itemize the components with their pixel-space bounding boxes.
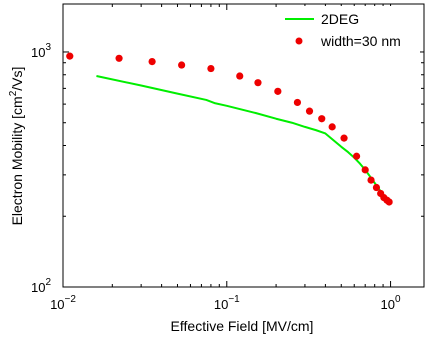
legend-marker-swatch bbox=[295, 37, 303, 45]
y-tick-label: 103 bbox=[31, 42, 51, 60]
y-axis-label: Electron Mobility [cm2/Vs] bbox=[8, 67, 25, 226]
data-point-width-30nm bbox=[66, 52, 74, 60]
data-point-width-30nm bbox=[340, 134, 348, 142]
x-tick-label-base: 10 bbox=[214, 297, 228, 312]
legend-label-2deg: 2DEG bbox=[321, 11, 359, 27]
series-layer bbox=[66, 52, 393, 206]
data-point-width-30nm bbox=[207, 64, 215, 73]
x-tick-label: 10−2 bbox=[50, 294, 76, 312]
x-tick-label: 10−1 bbox=[214, 294, 240, 312]
data-point-width-30nm bbox=[305, 107, 314, 115]
data-point-width-30nm bbox=[115, 54, 123, 62]
data-point-width-30nm bbox=[178, 61, 186, 69]
data-point-width-30nm bbox=[328, 123, 336, 131]
data-point-width-30nm bbox=[372, 183, 381, 192]
data-point-width-30nm bbox=[274, 87, 282, 95]
data-point-width-30nm bbox=[361, 166, 369, 174]
data-point-width-30nm bbox=[293, 98, 302, 107]
data-point-width-30nm bbox=[254, 79, 262, 87]
legend-box bbox=[278, 6, 420, 54]
data-point-width-30nm bbox=[367, 176, 375, 184]
x-tick-label-base: 10 bbox=[50, 297, 64, 312]
data-point-width-30nm bbox=[352, 152, 361, 160]
x-axis-ticks: 10−2 10−1 100 bbox=[50, 4, 401, 312]
y-axis-label-prefix: Electron Mobility [cm bbox=[9, 96, 25, 225]
x-tick-label-exponent: −2 bbox=[65, 294, 77, 305]
legend-label-width: width=30 nm bbox=[320, 33, 401, 49]
data-point-width-30nm bbox=[318, 115, 326, 123]
x-tick-label: 100 bbox=[381, 294, 401, 312]
data-point-width-30nm bbox=[148, 58, 156, 66]
y-axis-label-suffix: /Vs] bbox=[9, 67, 25, 91]
data-point-width-30nm bbox=[385, 198, 393, 206]
legend: 2DEG width=30 nm bbox=[278, 6, 420, 54]
y-axis-label-superscript: 2 bbox=[8, 90, 19, 96]
data-point-width-30nm bbox=[236, 72, 244, 80]
y-tick-label: 102 bbox=[31, 277, 51, 295]
y-tick-label-exponent: 2 bbox=[45, 277, 51, 288]
x-axis-label: Effective Field [MV/cm] bbox=[171, 318, 314, 334]
y-tick-label-base: 10 bbox=[31, 45, 45, 60]
y-tick-label-exponent: 3 bbox=[45, 42, 51, 53]
x-tick-label-base: 10 bbox=[381, 297, 395, 312]
x-tick-label-exponent: −1 bbox=[228, 294, 240, 305]
series-line-2deg bbox=[96, 75, 392, 205]
y-tick-label-base: 10 bbox=[31, 280, 45, 295]
x-tick-label-exponent: 0 bbox=[395, 294, 401, 305]
